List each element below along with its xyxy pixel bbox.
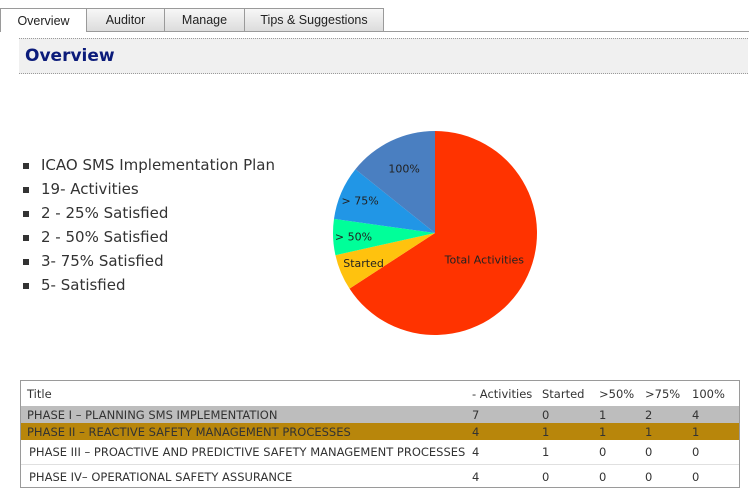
pie-slice bbox=[333, 218, 435, 256]
summary-item: 2 - 25% Satisfied bbox=[22, 201, 275, 225]
summary-item: 2 - 50% Satisfied bbox=[22, 225, 275, 249]
cell-title: PHASE II – REACTIVE SAFETY MANAGEMENT PR… bbox=[21, 423, 472, 440]
col-header-activities[interactable]: - Activities bbox=[472, 386, 533, 401]
tab-divider bbox=[86, 31, 749, 32]
cell-title: PHASE IV– OPERATIONAL SAFETY ASSURANCE bbox=[29, 470, 293, 484]
cell-activities: 4 bbox=[472, 423, 542, 440]
pie-slice bbox=[355, 131, 435, 233]
pie-slice-label: > 75% bbox=[341, 195, 378, 208]
summary-list: ICAO SMS Implementation Plan 19- Activit… bbox=[22, 153, 275, 297]
cell-activities: 4 bbox=[472, 440, 542, 465]
cell-100: 0 bbox=[692, 440, 739, 465]
tab-manage[interactable]: Manage bbox=[164, 8, 245, 31]
cell-started: 1 bbox=[542, 423, 599, 440]
cell-100: 1 bbox=[692, 423, 739, 440]
col-header-100[interactable]: 100% bbox=[692, 386, 725, 401]
cell-50: 0 bbox=[599, 440, 645, 465]
cell-activities: 4 bbox=[472, 470, 480, 484]
tab-auditor[interactable]: Auditor bbox=[86, 8, 165, 31]
cell-50: 0 bbox=[599, 470, 607, 484]
cell-activities: 7 bbox=[472, 406, 542, 423]
pie-slice-label: Started bbox=[343, 257, 384, 270]
pie-slice bbox=[333, 169, 435, 233]
cell-100: 4 bbox=[692, 406, 739, 423]
pie-slice bbox=[349, 131, 537, 335]
cell-50: 1 bbox=[599, 406, 645, 423]
table-row[interactable]: PHASE IV– OPERATIONAL SAFETY ASSURANCE 4… bbox=[21, 465, 739, 490]
cell-title: PHASE III – PROACTIVE AND PREDICTIVE SAF… bbox=[21, 440, 472, 465]
cell-title: PHASE I – PLANNING SMS IMPLEMENTATION bbox=[21, 406, 472, 423]
summary-item: ICAO SMS Implementation Plan bbox=[22, 153, 275, 177]
cell-50: 1 bbox=[599, 423, 645, 440]
cell-started: 0 bbox=[542, 406, 599, 423]
col-header-title[interactable]: Title bbox=[27, 386, 52, 401]
pie-slice bbox=[335, 233, 435, 289]
tab-overview[interactable]: Overview bbox=[0, 8, 87, 32]
col-header-50[interactable]: >50% bbox=[599, 386, 635, 401]
activities-pie-chart: Total Activities Started > 50% > 75% 100% bbox=[333, 131, 537, 335]
pie-slice-label: Total Activities bbox=[444, 254, 525, 267]
phase-table: Title - Activities Started >50% >75% 100… bbox=[20, 380, 740, 488]
section-header: Overview bbox=[19, 38, 748, 74]
cell-started: 0 bbox=[542, 470, 550, 484]
cell-75: 0 bbox=[645, 440, 692, 465]
table-row[interactable]: PHASE I – PLANNING SMS IMPLEMENTATION 7 … bbox=[21, 406, 739, 423]
page-title: Overview bbox=[25, 46, 115, 66]
cell-75: 2 bbox=[645, 406, 692, 423]
table-row[interactable]: PHASE III – PROACTIVE AND PREDICTIVE SAF… bbox=[21, 440, 739, 465]
cell-75: 1 bbox=[645, 423, 692, 440]
summary-item: 19- Activities bbox=[22, 177, 275, 201]
col-header-started[interactable]: Started bbox=[542, 386, 585, 401]
summary-item: 5- Satisfied bbox=[22, 273, 275, 297]
table-header-row: Title - Activities Started >50% >75% 100… bbox=[21, 381, 739, 406]
cell-started: 1 bbox=[542, 440, 599, 465]
pie-slice-label: > 50% bbox=[335, 230, 372, 243]
tab-bar: Overview Auditor Manage Tips & Suggestio… bbox=[0, 8, 384, 32]
cell-75: 0 bbox=[645, 470, 653, 484]
summary-item: 3- 75% Satisfied bbox=[22, 249, 275, 273]
col-header-75[interactable]: >75% bbox=[645, 386, 681, 401]
pie-slice-label: 100% bbox=[388, 163, 419, 176]
tab-tips-suggestions[interactable]: Tips & Suggestions bbox=[244, 8, 384, 31]
table-row[interactable]: PHASE II – REACTIVE SAFETY MANAGEMENT PR… bbox=[21, 423, 739, 440]
cell-100: 0 bbox=[692, 470, 700, 484]
